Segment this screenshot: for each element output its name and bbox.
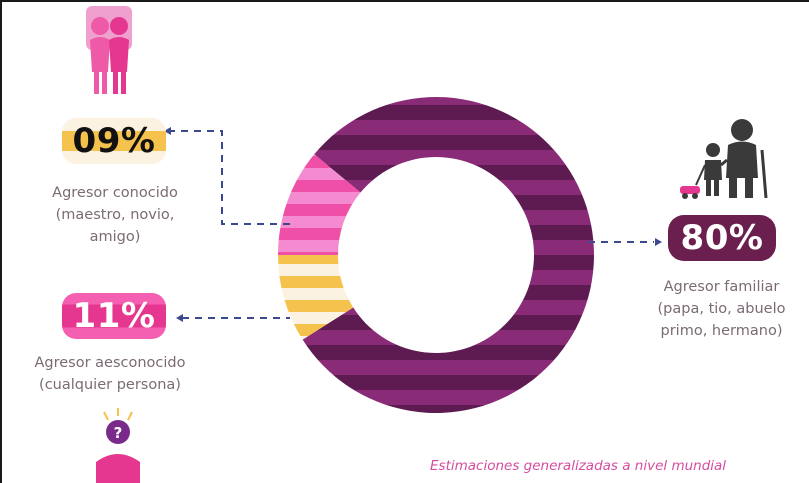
- caption-known-line-1: Agresor conocido: [52, 185, 178, 201]
- arrow-known: [164, 127, 171, 135]
- caption-family-line-1: Agresor familiar: [663, 279, 780, 295]
- arrow-family: [655, 238, 662, 246]
- caption-family-line-3: primo, hermano): [660, 323, 783, 339]
- slice-known: [278, 255, 354, 340]
- caption-family: Agresor familiar (papa, tio, abuelo prim…: [634, 276, 809, 342]
- caption-unknown: Agresor aesconocido (cualquier persona): [0, 352, 220, 396]
- frame-left-border: [0, 0, 2, 483]
- caption-known-line-3: amigo): [89, 229, 141, 245]
- badge-family-percent: 80%: [668, 215, 776, 261]
- caption-unknown-line-1: Agresor aesconocido: [34, 355, 186, 371]
- couple-icon: [86, 6, 132, 94]
- grandparent-child-icon: [680, 119, 768, 199]
- slice-unknown: [278, 154, 361, 255]
- badge-known-percent: 09%: [62, 118, 166, 164]
- question-person-icon: ?: [96, 408, 140, 483]
- caption-unknown-line-2: (cualquier persona): [39, 377, 181, 393]
- connector-known: [168, 130, 292, 225]
- donut-slices: [278, 97, 594, 413]
- frame-top-border: [0, 0, 809, 2]
- footnote: Estimaciones generalizadas a nivel mundi…: [430, 458, 727, 474]
- svg-text:?: ?: [114, 424, 123, 442]
- badge-unknown-percent: 11%: [62, 293, 166, 339]
- caption-family-line-2: (papa, tio, abuelo: [657, 301, 786, 317]
- caption-known-line-2: (maestro, novio,: [55, 207, 175, 223]
- slice-family: [302, 97, 594, 413]
- caption-known: Agresor conocido (maestro, novio, amigo): [20, 182, 210, 248]
- arrow-unknown: [176, 314, 183, 322]
